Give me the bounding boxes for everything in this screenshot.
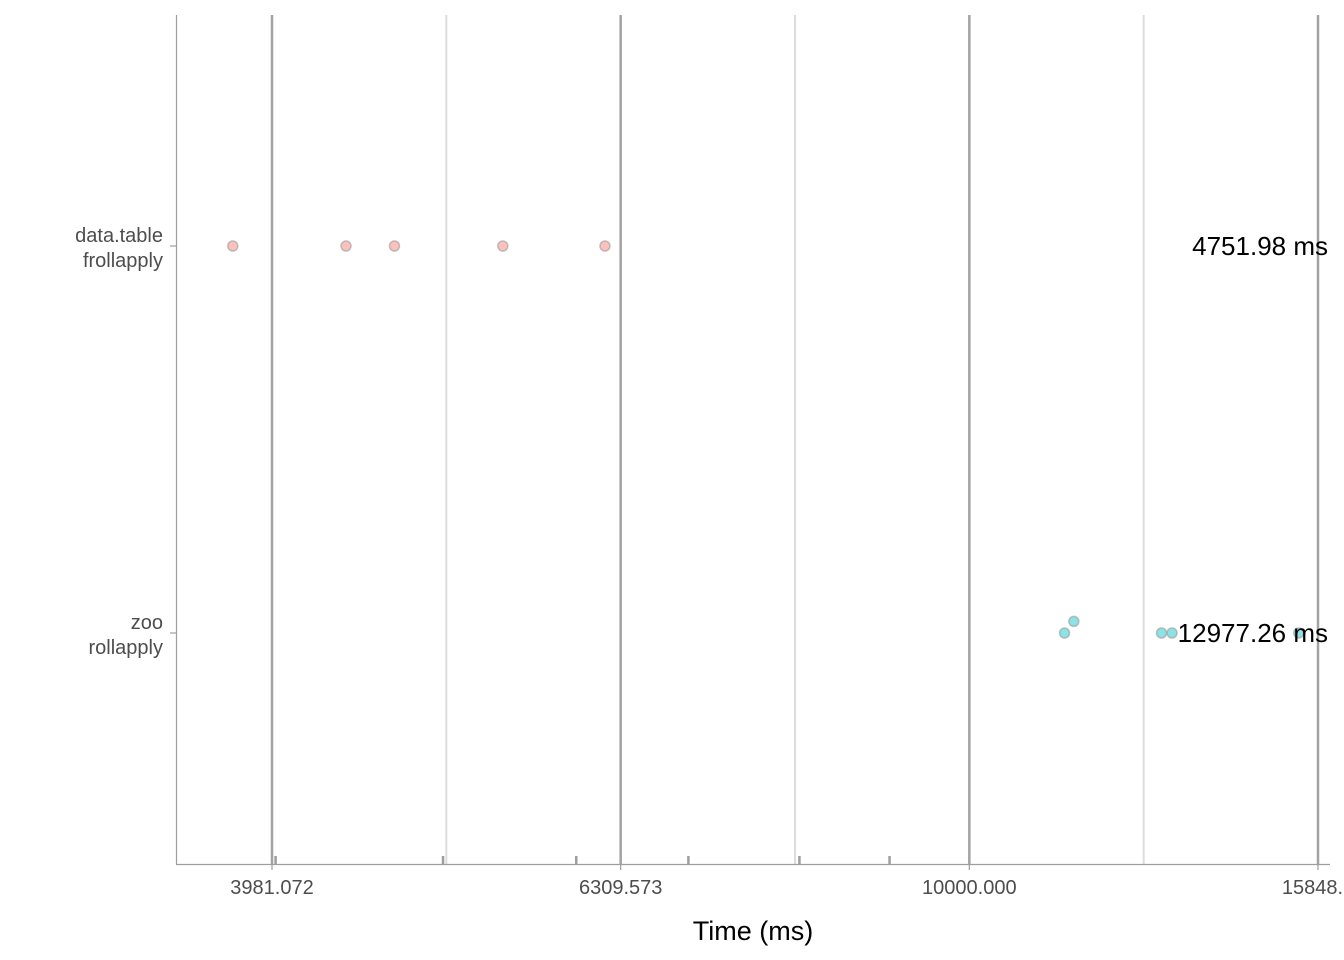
category-label-line: data.table xyxy=(75,225,163,247)
data-point xyxy=(1292,627,1305,639)
category-labels: data.table frollapply zoo rollapply xyxy=(75,225,176,659)
grid-lines xyxy=(270,15,1320,864)
data-point xyxy=(1058,627,1071,639)
data-points xyxy=(227,240,1305,639)
data-point xyxy=(1068,615,1080,628)
x-axis-title: Time (ms) xyxy=(693,916,813,946)
median-label: 12977.26 ms xyxy=(1178,618,1328,648)
data-point xyxy=(1166,627,1178,639)
rug-ticks xyxy=(274,856,891,864)
data-point xyxy=(388,240,401,252)
category-label-line: rollapply xyxy=(89,637,163,659)
median-labels: 4751.98 ms 12977.26 ms xyxy=(1178,231,1328,648)
axes xyxy=(175,15,1330,866)
x-tick-labels: 3981.072 6309.573 10000.000 15848.9 xyxy=(230,864,1344,899)
x-tick-label: 15848.9 xyxy=(1282,877,1344,899)
x-tick-label: 10000.000 xyxy=(922,877,1017,899)
data-point xyxy=(1155,627,1168,639)
data-point xyxy=(599,240,611,252)
x-tick-label: 3981.072 xyxy=(230,877,313,899)
median-label: 4751.98 ms xyxy=(1192,231,1328,261)
x-tick-label: 6309.573 xyxy=(579,877,662,899)
category-label: zoo rollapply xyxy=(89,612,163,659)
category-label: data.table frollapply xyxy=(75,225,163,272)
data-point xyxy=(497,240,509,252)
data-point xyxy=(227,240,239,252)
category-label-line: zoo xyxy=(131,612,163,634)
category-label-line: frollapply xyxy=(83,250,163,272)
data-point xyxy=(340,240,352,252)
